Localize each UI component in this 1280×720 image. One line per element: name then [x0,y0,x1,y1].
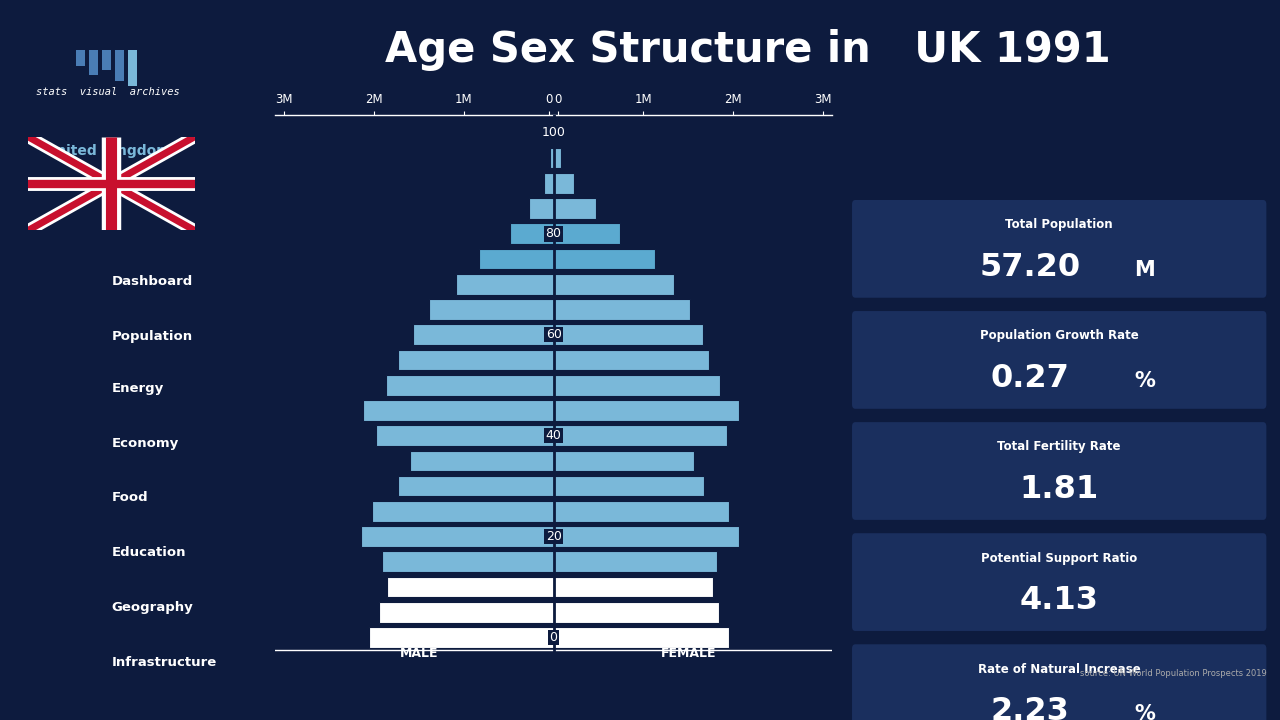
Bar [102,50,111,71]
Bar [553,173,575,194]
Text: Age Sex Structure in   UK 1991: Age Sex Structure in UK 1991 [385,30,1110,71]
Bar [553,552,717,572]
Bar [553,148,561,168]
Text: 0: 0 [549,631,558,644]
Bar [550,148,553,168]
Text: 40: 40 [545,429,562,442]
Text: 1.81: 1.81 [1020,474,1098,505]
Text: 80: 80 [545,228,562,240]
Bar [381,552,553,572]
Bar [412,325,553,345]
Bar [364,400,553,420]
Text: MALE: MALE [399,647,438,660]
Text: 4.13: 4.13 [1020,585,1098,616]
Bar [553,577,713,598]
Text: Geography: Geography [111,601,193,614]
Text: 100: 100 [541,127,566,140]
Text: United Kingdom: United Kingdom [45,144,170,158]
Text: Food: Food [111,492,148,505]
Bar [530,198,553,219]
Bar [456,274,553,294]
Bar [553,627,728,648]
Text: Population Growth Rate: Population Growth Rate [979,329,1139,343]
Text: Rate of Natural Increase: Rate of Natural Increase [978,662,1140,675]
Bar [553,602,719,623]
Text: FEMALE: FEMALE [660,647,716,660]
Bar [553,375,719,395]
Text: Total Fertility Rate: Total Fertility Rate [997,441,1121,454]
Bar [410,451,553,472]
Bar [544,173,553,194]
Bar [553,476,704,497]
Text: Energy: Energy [111,382,164,395]
Text: 0.27: 0.27 [991,363,1070,394]
Text: 60: 60 [545,328,562,341]
Bar [398,476,553,497]
Bar [128,50,137,86]
Text: Infrastructure: Infrastructure [111,656,218,669]
FancyBboxPatch shape [852,311,1266,409]
Text: source: UN World Population Prospects 2019: source: UN World Population Prospects 20… [1080,669,1267,678]
Bar [398,350,553,370]
Bar [553,526,739,547]
Bar [553,223,620,244]
Bar [369,627,553,648]
Bar [372,501,553,522]
Text: 20: 20 [545,530,562,543]
Text: %: % [1134,704,1155,720]
Bar [553,451,694,472]
Bar [361,526,553,547]
FancyBboxPatch shape [852,422,1266,520]
Bar [77,50,84,66]
Bar [553,248,655,269]
FancyBboxPatch shape [852,200,1266,298]
Bar [379,602,553,623]
Text: stats  visual  archives: stats visual archives [36,86,179,96]
Bar [509,223,553,244]
Bar [387,577,553,598]
Bar [553,274,675,294]
Bar [553,299,690,320]
Bar [553,325,703,345]
Text: Economy: Economy [111,436,179,450]
Bar [553,400,739,420]
Text: Dashboard: Dashboard [111,276,193,289]
Bar [90,50,97,75]
Bar [385,375,553,395]
Text: 57.20: 57.20 [979,252,1080,283]
Text: %: % [1134,372,1155,391]
Bar [479,248,553,269]
FancyBboxPatch shape [852,644,1266,720]
Bar [553,426,727,446]
Text: Education: Education [111,546,187,559]
Bar [429,299,553,320]
Text: M: M [1134,260,1155,280]
Text: 2.23: 2.23 [991,696,1070,720]
Bar [553,501,728,522]
Bar [553,350,709,370]
Bar [115,50,124,81]
Bar [553,198,595,219]
Text: Total Population: Total Population [1005,218,1114,231]
FancyBboxPatch shape [852,534,1266,631]
Bar [376,426,553,446]
Text: Potential Support Ratio: Potential Support Ratio [980,552,1138,564]
Text: Population: Population [111,330,193,343]
